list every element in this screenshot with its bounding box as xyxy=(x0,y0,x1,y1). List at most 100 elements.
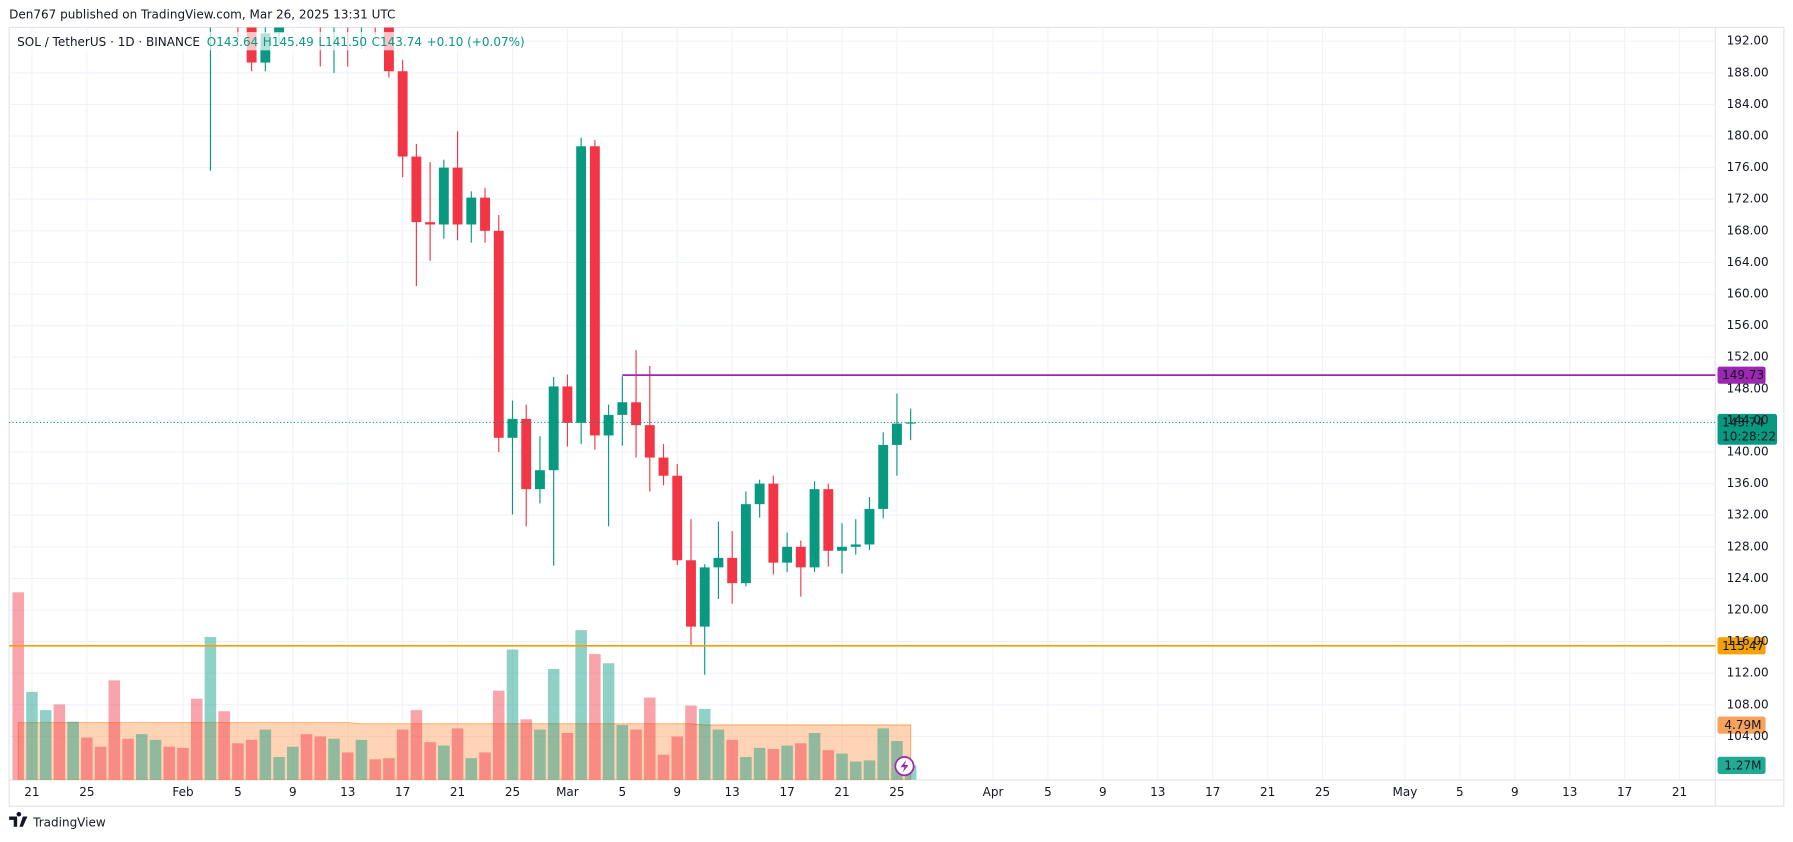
volume-bar xyxy=(53,704,66,780)
volume-bar xyxy=(273,757,285,780)
volume-bar xyxy=(81,737,93,780)
x-tick-label: 5 xyxy=(619,785,627,799)
candle-body xyxy=(274,27,285,34)
volume-bar xyxy=(67,721,79,780)
candle-body xyxy=(576,146,587,423)
y-tick-label: 164.00 xyxy=(1727,255,1769,269)
x-tick-label: 13 xyxy=(340,785,355,799)
volume-bar xyxy=(232,743,244,780)
x-tick-label: 21 xyxy=(450,785,465,799)
volume-bar xyxy=(204,636,217,780)
candle-body xyxy=(686,560,696,627)
volume-bar xyxy=(781,745,793,780)
volume-bar xyxy=(451,728,464,780)
candle-body xyxy=(562,386,573,423)
candle-body xyxy=(823,489,834,551)
volume-bar xyxy=(726,739,738,780)
candle-body xyxy=(425,222,436,225)
candle-body xyxy=(397,71,408,157)
volume-bar xyxy=(795,743,807,780)
volume-bar xyxy=(300,734,313,780)
x-tick-label: 17 xyxy=(779,785,794,799)
candle-body xyxy=(740,504,751,584)
volume-bar xyxy=(740,757,752,780)
volume-bar xyxy=(383,758,395,780)
candle-body xyxy=(672,475,683,561)
y-tick-label: 132.00 xyxy=(1727,508,1769,522)
volume-bar xyxy=(396,729,409,780)
volume-bar xyxy=(122,738,134,780)
volume-bar xyxy=(657,754,670,780)
candle-body xyxy=(837,546,847,551)
volume-bar xyxy=(287,746,299,780)
x-tick-label: 21 xyxy=(1260,785,1275,799)
last-price-badge xyxy=(1717,413,1777,445)
y-tick-label: 148.00 xyxy=(1727,381,1769,395)
volume-bar xyxy=(479,752,491,780)
x-tick-label: 21 xyxy=(834,785,849,799)
legend-bg xyxy=(11,32,469,51)
volume-bar xyxy=(822,750,835,780)
volume-bar xyxy=(849,761,862,780)
volume-bar xyxy=(877,728,889,780)
close: C143.74 xyxy=(372,34,422,48)
candle-body xyxy=(480,197,490,231)
volume-bar xyxy=(94,746,107,780)
y-tick-label: 144.00 xyxy=(1727,413,1769,427)
volume-bar xyxy=(534,729,546,780)
y-tick-label: 140.00 xyxy=(1727,445,1769,459)
y-tick-label: 172.00 xyxy=(1727,192,1769,206)
y-tick-label: 120.00 xyxy=(1727,603,1769,617)
y-tick-label: 160.00 xyxy=(1727,287,1769,301)
candle-body xyxy=(754,483,765,505)
volume-bar xyxy=(355,739,368,780)
candle-body xyxy=(219,0,229,2)
x-tick-label: Feb xyxy=(172,785,193,799)
volume-bar xyxy=(836,753,848,780)
volume-bar xyxy=(753,747,766,780)
y-tick-label: 104.00 xyxy=(1727,729,1769,743)
volume-badge xyxy=(1717,716,1766,734)
y-tick-label: 180.00 xyxy=(1727,129,1769,143)
x-tick-label: 17 xyxy=(395,785,410,799)
level-badge xyxy=(1717,637,1766,655)
volume-bar xyxy=(177,747,189,780)
y-tick-label: 156.00 xyxy=(1727,318,1769,332)
footer-logo: TradingView xyxy=(9,811,106,829)
y-tick-label: 176.00 xyxy=(1727,160,1769,174)
header: Den767 published on TradingView.com, Mar… xyxy=(9,7,395,21)
x-tick-label: 9 xyxy=(1099,785,1107,799)
volume-bar xyxy=(108,680,121,780)
y-tick-label: 116.00 xyxy=(1727,634,1769,648)
y-tick-label: 192.00 xyxy=(1727,34,1769,48)
x-tick-label: 9 xyxy=(289,785,297,799)
volume-bar xyxy=(369,759,381,780)
volume-bar xyxy=(671,736,684,780)
volume-badge-label: 1.27M xyxy=(1724,758,1761,772)
y-tick-label: 136.00 xyxy=(1727,476,1769,490)
volume-bar xyxy=(438,745,450,780)
candle-body xyxy=(864,508,875,545)
volume-bar xyxy=(341,752,354,780)
volume-bar xyxy=(136,734,148,780)
y-tick-label: 188.00 xyxy=(1727,65,1769,79)
legend: SOL / TetherUS · 1D · BINANCE O143.64 H145… xyxy=(11,32,525,51)
volume-bar xyxy=(218,711,230,780)
volume-bar xyxy=(506,649,519,780)
volume-bar xyxy=(520,719,532,780)
x-tick-label: 25 xyxy=(505,785,520,799)
x-tick-label: 13 xyxy=(1150,785,1165,799)
volume-bar xyxy=(163,746,176,780)
volume-bar xyxy=(328,738,340,780)
volume-bar xyxy=(616,724,629,780)
level-label: 149.73 xyxy=(1722,368,1764,382)
y-tick-label: 124.00 xyxy=(1727,571,1769,585)
volume-badge-label: 4.79M xyxy=(1724,718,1761,732)
high: H145.49 xyxy=(263,34,314,48)
candle-body xyxy=(589,146,600,436)
volume-bar xyxy=(492,690,505,780)
x-tick-label: 13 xyxy=(1562,785,1577,799)
bolt-icon xyxy=(894,756,915,777)
candle-body xyxy=(795,546,806,568)
